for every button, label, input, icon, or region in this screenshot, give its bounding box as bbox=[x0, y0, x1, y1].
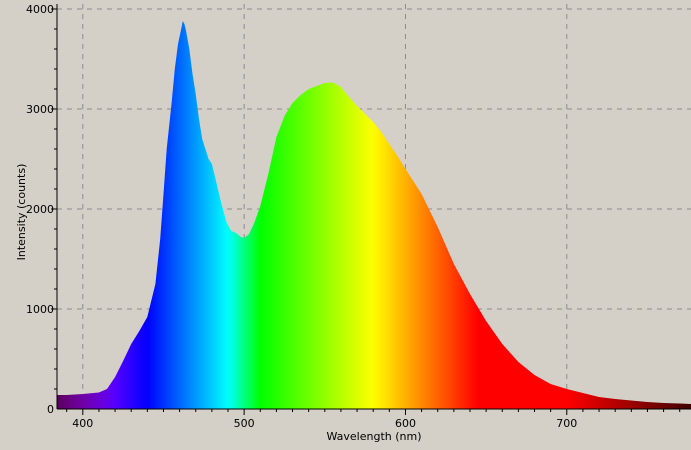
plot-area bbox=[57, 21, 691, 409]
y-tick-label: 0 bbox=[47, 403, 54, 416]
y-axis-label: Intensity (counts) bbox=[15, 164, 28, 261]
x-axis-label: Wavelength (nm) bbox=[326, 430, 421, 443]
y-tick-label: 4000 bbox=[26, 3, 54, 16]
axes: 400 500 600 700 0 1000 2000 3000 4000 bbox=[26, 3, 691, 430]
spectrum-area bbox=[57, 21, 691, 409]
x-tick-label: 700 bbox=[556, 417, 577, 430]
y-tick-label: 1000 bbox=[26, 303, 54, 316]
y-tick-label: 2000 bbox=[26, 203, 54, 216]
y-tick-label: 3000 bbox=[26, 103, 54, 116]
x-tick-label: 500 bbox=[234, 417, 255, 430]
x-tick-label: 400 bbox=[72, 417, 93, 430]
x-tick-label: 600 bbox=[395, 417, 416, 430]
